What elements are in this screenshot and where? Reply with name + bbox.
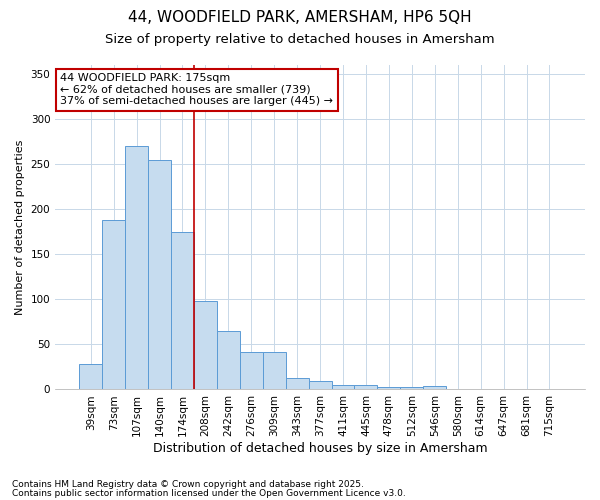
- Bar: [446, 388, 469, 390]
- X-axis label: Distribution of detached houses by size in Amersham: Distribution of detached houses by size …: [153, 442, 487, 455]
- Bar: [263, 352, 286, 390]
- Text: Contains public sector information licensed under the Open Government Licence v3: Contains public sector information licen…: [12, 489, 406, 498]
- Bar: [240, 352, 263, 390]
- Bar: [538, 388, 561, 390]
- Bar: [102, 220, 125, 390]
- Text: 44 WOODFIELD PARK: 175sqm
← 62% of detached houses are smaller (739)
37% of semi: 44 WOODFIELD PARK: 175sqm ← 62% of detac…: [61, 73, 334, 106]
- Bar: [355, 385, 377, 390]
- Text: Size of property relative to detached houses in Amersham: Size of property relative to detached ho…: [105, 32, 495, 46]
- Bar: [469, 388, 492, 390]
- Y-axis label: Number of detached properties: Number of detached properties: [15, 140, 25, 315]
- Bar: [400, 387, 423, 390]
- Bar: [125, 146, 148, 390]
- Bar: [308, 382, 332, 390]
- Bar: [286, 378, 308, 390]
- Bar: [492, 388, 515, 390]
- Bar: [194, 301, 217, 390]
- Bar: [217, 331, 240, 390]
- Text: 44, WOODFIELD PARK, AMERSHAM, HP6 5QH: 44, WOODFIELD PARK, AMERSHAM, HP6 5QH: [128, 10, 472, 25]
- Bar: [377, 387, 400, 390]
- Bar: [79, 364, 102, 390]
- Bar: [515, 388, 538, 390]
- Bar: [423, 386, 446, 390]
- Bar: [171, 232, 194, 390]
- Text: Contains HM Land Registry data © Crown copyright and database right 2025.: Contains HM Land Registry data © Crown c…: [12, 480, 364, 489]
- Bar: [332, 385, 355, 390]
- Bar: [148, 160, 171, 390]
